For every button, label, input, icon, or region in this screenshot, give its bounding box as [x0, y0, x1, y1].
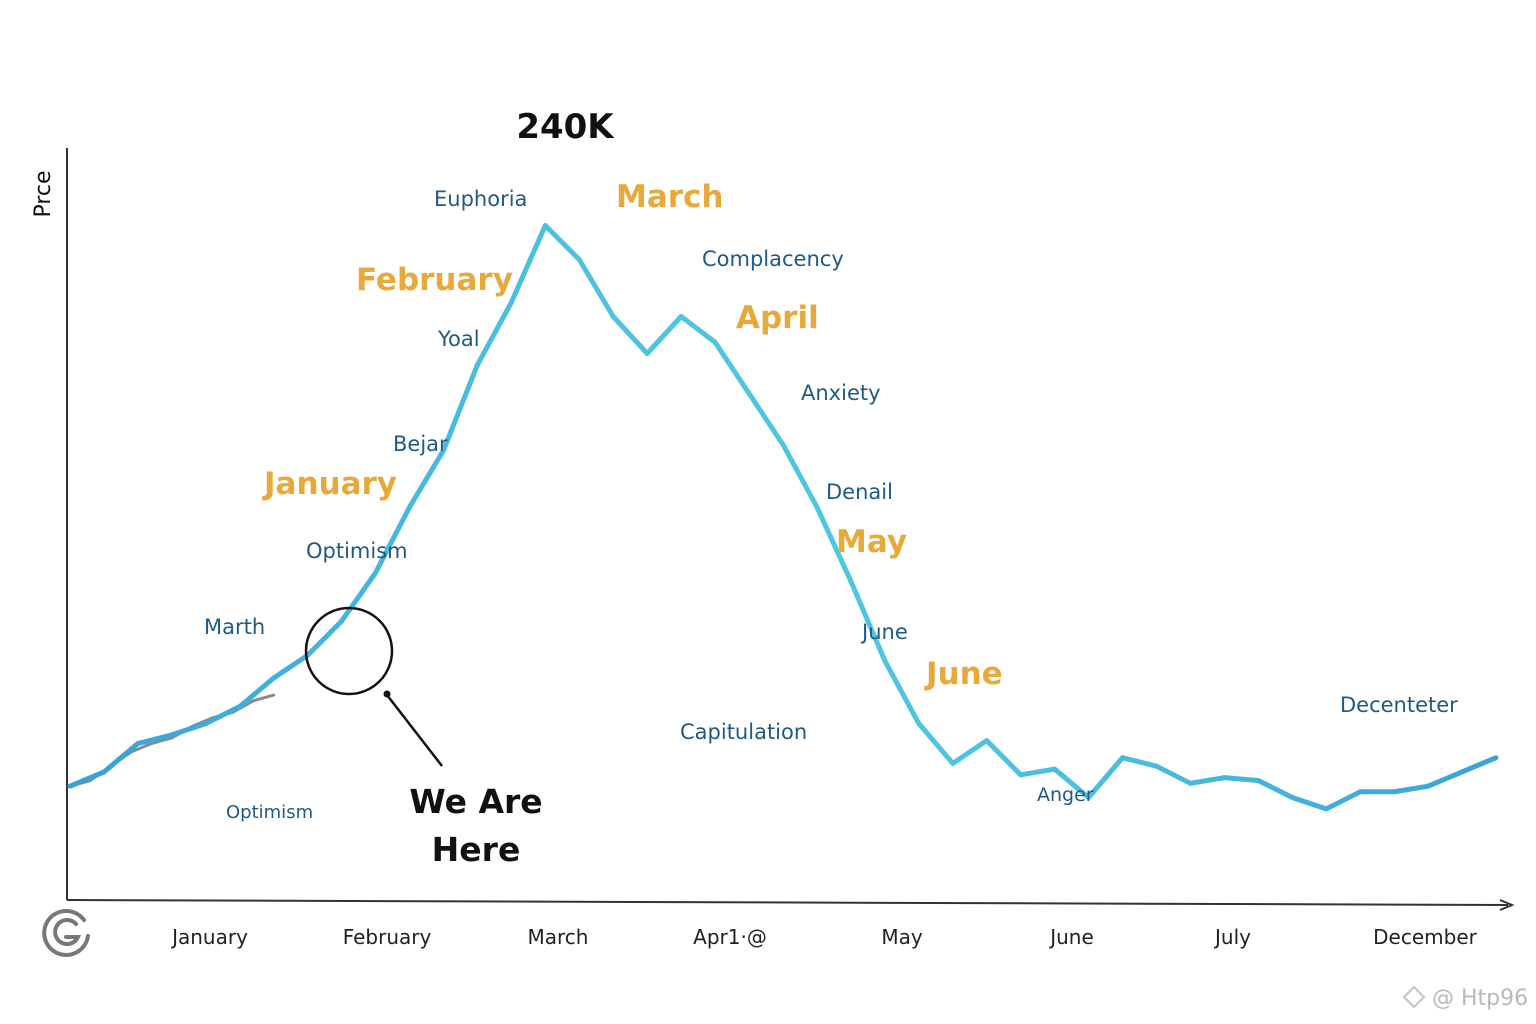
x-tick-label: May — [881, 925, 923, 949]
month-annotation: April — [736, 300, 819, 336]
x-tick-label: Apr1·@ — [693, 925, 767, 949]
price-line-segment — [373, 504, 412, 576]
phase-annotation: Optimism — [306, 539, 408, 563]
current-position-marker — [304, 606, 394, 696]
price-line-segment — [644, 314, 684, 356]
phase-annotation: Anxiety — [801, 381, 881, 405]
month-annotation: May — [836, 524, 907, 560]
phase-annotation: June — [860, 620, 908, 644]
phase-annotation: Optimism — [226, 802, 313, 823]
price-line-segment — [1221, 775, 1261, 783]
price-line-segment — [305, 618, 345, 658]
callout-pointer-dot — [383, 690, 391, 698]
price-line-segment — [1425, 769, 1465, 789]
phase-annotation: Complacency — [702, 247, 844, 271]
price-line-segment — [1086, 755, 1125, 800]
price-line-segment — [203, 704, 243, 726]
we-are-here-label: Here — [432, 830, 521, 869]
price-line-segment — [135, 732, 175, 746]
diamond-logo-icon — [1402, 985, 1426, 1009]
x-tick-label: December — [1373, 925, 1477, 949]
price-line-segment — [1459, 755, 1499, 775]
price-line-segment — [1154, 763, 1193, 786]
price-line-segment — [746, 390, 786, 448]
x-tick-label: February — [343, 925, 432, 949]
price-line-segment — [1120, 755, 1159, 769]
overlay-line-segment — [129, 742, 153, 754]
price-line-segment — [542, 223, 582, 263]
overlay-line-segment — [251, 693, 276, 703]
watermark: @ Htp96 — [1402, 985, 1528, 1011]
x-tick-label: January — [170, 925, 248, 949]
month-annotation: February — [356, 262, 513, 298]
price-line-segment — [441, 362, 480, 453]
price-line-segment — [848, 578, 888, 664]
price-line-segment — [814, 504, 854, 584]
overlay-line-segment — [150, 736, 174, 745]
x-axis-arrow — [1499, 899, 1515, 911]
price-line-segment — [1323, 789, 1363, 812]
x-tick-label: July — [1213, 925, 1251, 949]
price-line-segment — [237, 675, 277, 709]
x-tick-label: March — [528, 925, 589, 949]
price-line-segment — [508, 223, 548, 305]
phase-annotation: Denail — [826, 480, 893, 504]
x-axis — [66, 899, 1509, 906]
price-line-segment — [712, 339, 752, 396]
price-line-segment — [67, 769, 107, 789]
price-line-segment — [474, 299, 514, 368]
callout-pointer — [386, 694, 443, 767]
peak-label: 240K — [516, 107, 615, 147]
price-line-segment — [1391, 783, 1431, 795]
price-series — [67, 223, 1499, 812]
phase-annotation: Bejar — [393, 432, 448, 456]
price-line-segment — [984, 738, 1024, 778]
price-line-segment — [780, 442, 820, 510]
price-line-segment — [610, 314, 650, 356]
brand-logo-icon — [42, 909, 90, 957]
phase-annotation: Anger — [1037, 784, 1094, 806]
we-are-here-label: We Are — [409, 782, 542, 821]
phase-annotation: Yoal — [437, 327, 480, 351]
phase-annotation: Euphoria — [434, 187, 527, 211]
price-line-segment — [271, 652, 311, 681]
month-annotation: January — [262, 466, 397, 502]
price-line-segment — [576, 257, 616, 319]
x-tick-label: June — [1048, 925, 1094, 949]
price-line-segment — [1187, 775, 1227, 786]
price-line-segment — [339, 570, 379, 624]
month-annotation: March — [616, 179, 724, 215]
price-line-segment — [169, 721, 209, 738]
price-line-segment — [950, 738, 990, 766]
phase-annotation: Marth — [204, 615, 265, 639]
price-line-segment — [1255, 778, 1295, 800]
price-line-segment — [916, 721, 956, 766]
price-line-segment — [678, 314, 718, 345]
x-tick-labels: January February March Apr1·@ May June J… — [170, 925, 1478, 949]
phase-annotation: Decenteter — [1340, 693, 1458, 717]
phase-annotation: Capitulation — [680, 720, 807, 744]
watermark-text: @ Htp96 — [1432, 986, 1528, 1011]
y-axis-label: Prce — [31, 170, 56, 217]
month-annotation: June — [924, 656, 1003, 692]
price-line-segment — [1052, 766, 1092, 800]
price-line-segment — [1018, 766, 1058, 778]
price-line-segment — [407, 447, 446, 510]
price-line-segment — [101, 741, 141, 775]
price-line-segment — [1289, 795, 1329, 812]
price-line-segment — [882, 658, 922, 726]
